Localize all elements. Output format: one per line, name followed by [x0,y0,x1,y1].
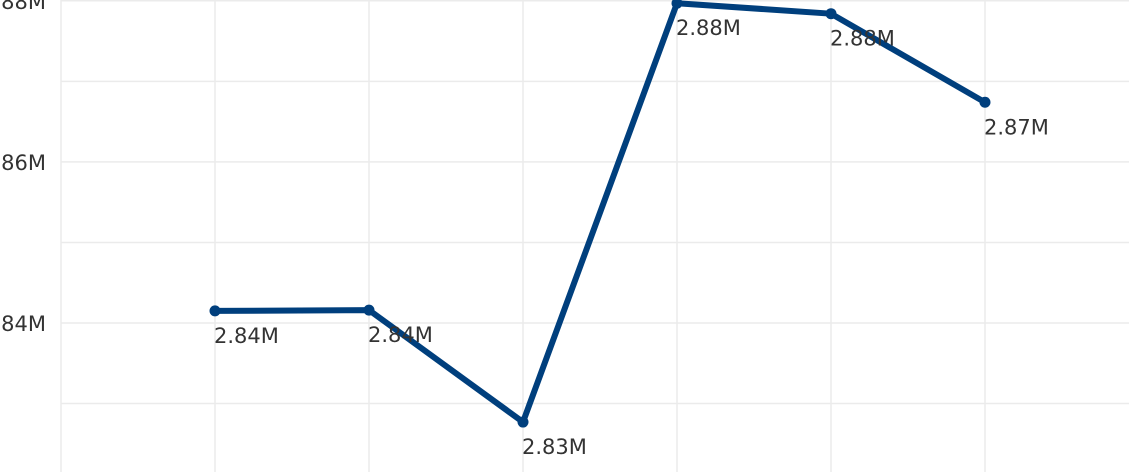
data-point [671,0,683,9]
data-labels: 2.84M 2.84M 2.83M 2.88M 2.88M 2.87M [214,16,1049,459]
series-layer [209,0,991,428]
data-label: 2.88M [676,16,741,40]
data-point [517,416,529,428]
y-tick-label: 2.88M [0,0,46,14]
data-label: 2.84M [214,324,279,348]
data-point [209,305,221,317]
y-tick-label: 2.86M [0,151,46,175]
data-label: 2.83M [522,435,587,459]
y-tick-label: 2.84M [0,312,46,336]
data-point [825,8,837,20]
data-point [979,96,991,108]
data-label: 2.84M [368,323,433,347]
data-label: 2.87M [984,115,1049,139]
data-point [363,304,375,316]
y-axis-tick-labels: 2.84M 2.86M 2.88M [0,0,46,336]
data-label: 2.88M [830,27,895,51]
gridlines [60,0,1129,472]
series-line [212,0,988,426]
